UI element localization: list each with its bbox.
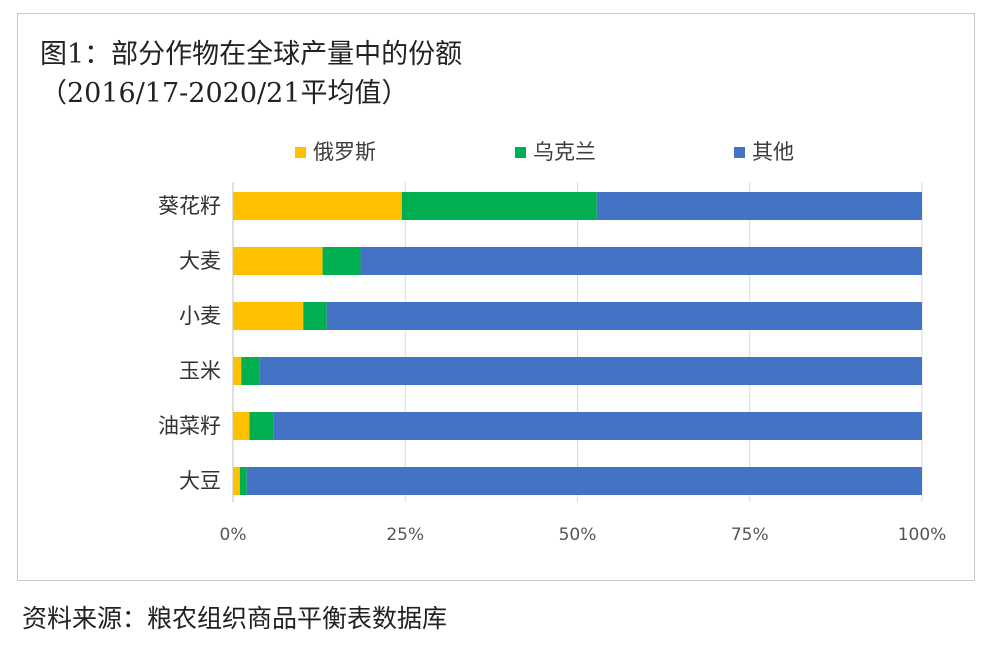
chart-title-line-1: 图1：部分作物在全球产量中的份额 xyxy=(40,39,463,70)
legend-item-other: 其他 xyxy=(734,139,794,165)
chart-title-line-2: （2016/17-2020/21平均值） xyxy=(40,78,409,109)
x-tick-label: 50% xyxy=(559,525,597,545)
legend-item-russia: 俄罗斯 xyxy=(295,139,376,165)
x-tick-label: 25% xyxy=(386,525,424,545)
x-tick-label: 75% xyxy=(731,525,769,545)
bar-segment xyxy=(303,302,327,330)
category-label: 葵花籽 xyxy=(158,194,221,218)
bar-segment xyxy=(273,412,922,440)
legend-swatch-other xyxy=(734,146,745,158)
chart-frame: 图1：部分作物在全球产量中的份额 （2016/17-2020/21平均值） 俄罗… xyxy=(17,13,975,581)
category-label: 大麦 xyxy=(179,249,221,273)
legend-label-ukraine: 乌克兰 xyxy=(533,139,596,164)
category-label: 玉米 xyxy=(179,359,221,383)
source-note: 资料来源：粮农组织商品平衡表数据库 xyxy=(22,604,448,633)
bar-segment xyxy=(233,192,402,220)
bar-segment xyxy=(233,302,304,330)
category-label: 小麦 xyxy=(179,304,221,328)
category-label: 大豆 xyxy=(179,469,221,493)
category-label: 油菜籽 xyxy=(158,414,221,438)
legend-label-russia: 俄罗斯 xyxy=(313,139,376,164)
bar-segment xyxy=(233,247,323,275)
bar-segment xyxy=(246,467,922,495)
bar-segment xyxy=(401,192,597,220)
bar-segment xyxy=(239,467,247,495)
legend-swatch-russia xyxy=(295,146,306,158)
bar-segment xyxy=(249,412,274,440)
bar-segment xyxy=(322,247,361,275)
bar-segment xyxy=(326,302,923,330)
legend-label-other: 其他 xyxy=(752,139,794,164)
legend-swatch-ukraine xyxy=(515,146,526,158)
bar-segment xyxy=(233,467,240,495)
bar-segment xyxy=(233,357,242,385)
bar-segment xyxy=(241,357,260,385)
bar-segment xyxy=(233,412,250,440)
bar-segment xyxy=(360,247,923,275)
x-tick-label: 0% xyxy=(220,525,247,545)
chart-legend: 俄罗斯 乌克兰 其他 xyxy=(18,139,976,165)
bar-segment xyxy=(596,192,922,220)
x-tick-label: 100% xyxy=(898,525,947,545)
legend-item-ukraine: 乌克兰 xyxy=(515,139,596,165)
bar-segment xyxy=(259,357,923,385)
